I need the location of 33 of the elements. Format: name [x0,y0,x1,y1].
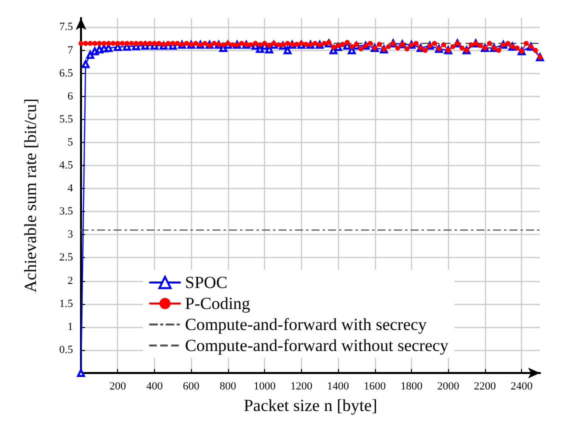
x-axis-title: Packet size n [byte] [244,396,378,415]
legend-label: P-Coding [185,294,251,313]
x-tick-label: 1200 [290,380,313,392]
y-axis-title: Achievable sum rate [bit/cu] [21,98,40,293]
y-tick-label: 2.5 [59,252,74,264]
y-tick-label: 3 [68,228,74,241]
y-tick-label: 2 [68,274,73,287]
x-tick-label: 400 [146,380,164,392]
y-tick-label: 3.5 [59,206,74,218]
x-tick-label: 1000 [254,380,276,392]
x-tick-label: 2200 [474,380,496,392]
y-tick-label: 4.5 [59,160,74,172]
legend-label: Compute-and-forward with secrecy [185,315,428,334]
x-tick-label: 200 [109,380,126,392]
x-tick-label: 2400 [510,380,534,392]
y-tick-label: 0.5 [59,344,74,356]
y-tick-label: 4 [68,182,74,195]
y-tick-label: 6.5 [59,67,74,80]
x-tick-label: 2000 [437,380,460,392]
legend-label: SPOC [185,273,228,292]
y-tick-label: 5.5 [59,113,74,126]
x-tick-label: 1400 [327,380,350,392]
y-tick-label: 6 [68,90,74,102]
x-tick-label: 800 [220,380,237,392]
x-tick-label: 600 [182,380,200,392]
legend-label: Compute-and-forward without secrecy [185,336,449,355]
y-tick-label: 1 [68,320,73,333]
y-tick-label: 7.5 [59,21,74,34]
x-tick-label: 1600 [364,380,386,392]
y-tick-label: 7 [68,44,74,56]
x-tick-label: 1800 [400,380,423,392]
y-tick-label: 1.5 [59,298,74,310]
y-tick-label: 5 [68,136,74,148]
